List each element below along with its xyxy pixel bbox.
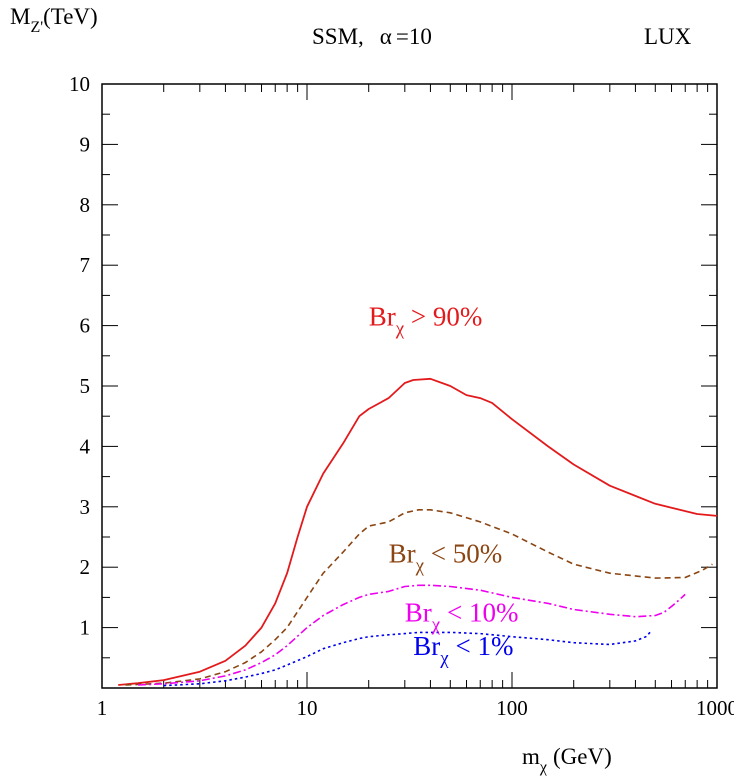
- curve-label-subscript: χ: [395, 319, 405, 340]
- x-axis-label-unit: (GeV): [553, 744, 612, 769]
- y-tick-label: 10: [69, 72, 90, 96]
- curve-label-main: Br: [413, 631, 440, 661]
- curve-label-1: Brχ > 90%: [369, 302, 483, 340]
- curve-label-4: Brχ < 1%: [413, 631, 513, 669]
- curve-label-subscript: χ: [415, 555, 425, 576]
- title-alpha-value: =10: [396, 24, 432, 49]
- title-alpha: α: [380, 24, 392, 49]
- y-tick-label: 3: [80, 495, 91, 519]
- curve-label-condition: < 50%: [424, 538, 502, 568]
- y-tick-label: 7: [80, 253, 91, 277]
- curve-label-main: Br: [369, 302, 396, 332]
- series-group: [118, 377, 718, 687]
- curve-label-condition: < 1%: [449, 631, 514, 661]
- y-axis-label-sub: Z': [30, 19, 43, 36]
- curve-label-main: Br: [389, 538, 416, 568]
- tick-labels: 1 10 100 1000 1 2 3 4 5 6 7 8 9 10: [69, 72, 734, 720]
- y-tick-label: 4: [80, 434, 91, 458]
- y-tick-label: 8: [80, 193, 91, 217]
- y-axis-label: MZ'(TeV): [10, 4, 98, 36]
- x-axis-label: mχ (GeV): [522, 744, 612, 776]
- y-tick-label: 6: [80, 314, 91, 338]
- y-tick-label: 2: [80, 555, 91, 579]
- series-line-2: [125, 508, 713, 686]
- annotations-group: Brχ > 90%Brχ < 50%Brχ < 10%Brχ < 1%: [369, 302, 519, 669]
- curve-label-main: Br: [405, 598, 432, 628]
- curve-label-condition: > 90%: [404, 302, 482, 332]
- y-axis-label-unit: (TeV): [43, 4, 98, 29]
- x-tick-label: 10: [297, 696, 318, 720]
- y-tick-label: 5: [80, 374, 91, 398]
- x-axis-label-main: m: [522, 744, 540, 769]
- title-model: SSM,: [312, 24, 364, 49]
- y-tick-label: 9: [80, 132, 91, 156]
- x-tick-label: 100: [496, 696, 528, 720]
- experiment-label: LUX: [644, 24, 692, 49]
- curve-label-2: Brχ < 50%: [389, 538, 503, 576]
- axis-ticks: [101, 83, 718, 688]
- curve-label-3: Brχ < 10%: [405, 598, 519, 636]
- series-line-1: [118, 377, 718, 686]
- curve-label-condition: < 10%: [440, 598, 518, 628]
- y-axis-label-main: M: [10, 4, 30, 29]
- y-tick-label: 1: [80, 616, 91, 640]
- curve-label-subscript: χ: [431, 615, 441, 636]
- x-tick-label: 1000: [696, 696, 734, 720]
- x-tick-label: 1: [97, 696, 108, 720]
- chart-title: SSM, α =10: [312, 24, 432, 49]
- series-line-4: [163, 630, 653, 687]
- series-line-3: [138, 584, 686, 686]
- curve-label-subscript: χ: [439, 648, 449, 669]
- x-axis-label-sub: χ: [539, 759, 548, 776]
